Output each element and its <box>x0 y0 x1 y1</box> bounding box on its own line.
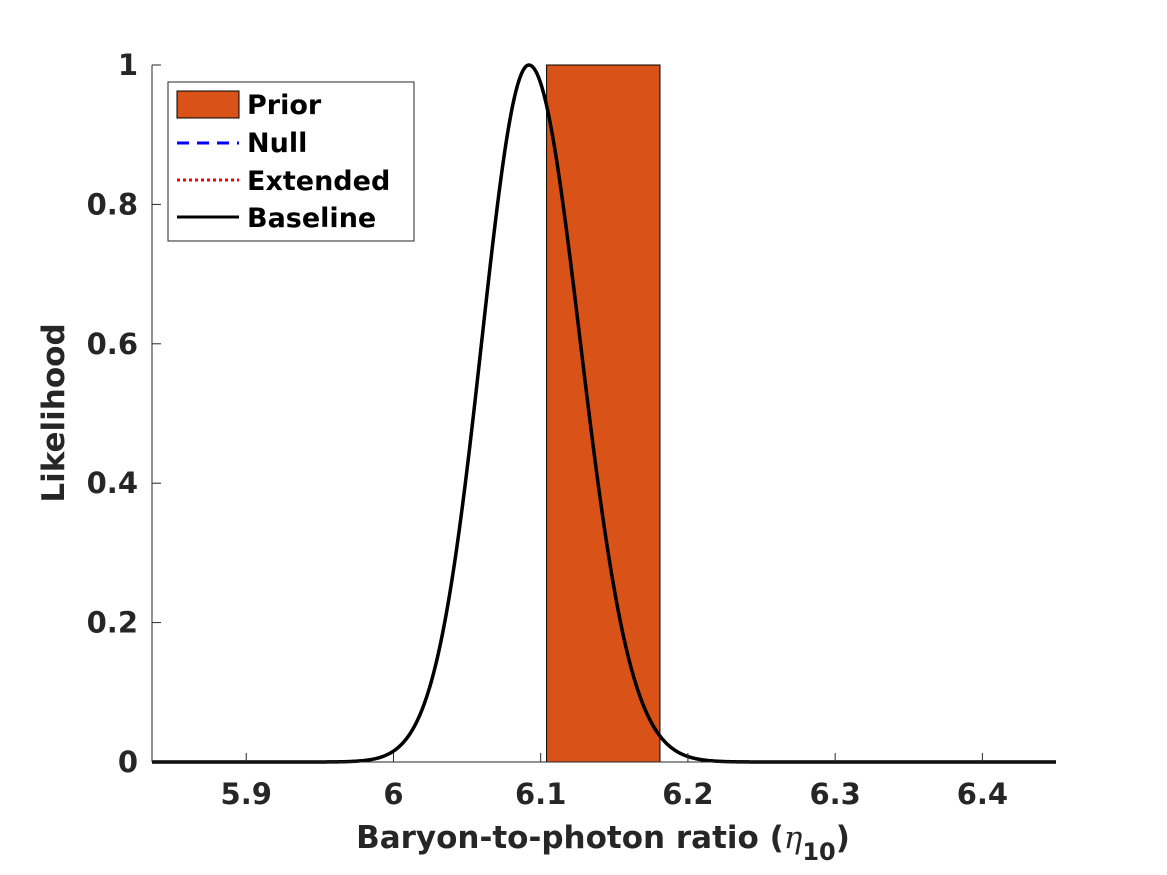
x-tick-label: 6.2 <box>662 777 713 811</box>
y-tick-label: 0 <box>118 745 138 779</box>
legend: Prior Null Extended Baseline <box>167 81 415 242</box>
ticks-layer: 5.9 6 6.1 6.2 6.3 6.4 0 0.2 0.4 0.6 0.8 1 <box>87 48 1008 811</box>
y-tick-label: 0.2 <box>87 606 138 640</box>
x-tick-label: 6 <box>383 777 403 811</box>
prior-bar <box>546 64 661 763</box>
x-tick-label: 6.4 <box>957 777 1008 811</box>
x-axis-title: Baryon-to-photon ratio (η10) <box>356 820 850 866</box>
legend-label-null: Null <box>247 128 307 159</box>
x-tick-label: 6.1 <box>515 777 566 811</box>
y-tick-label: 0.6 <box>87 327 138 361</box>
x-tick-label: 6.3 <box>809 777 860 811</box>
legend-label-baseline: Baseline <box>247 203 376 234</box>
x-axis-title-close: ) <box>836 820 850 856</box>
legend-swatch-prior <box>176 90 240 119</box>
x-axis-title-text: Baryon-to-photon ratio ( <box>356 820 784 856</box>
y-tick-label: 0.8 <box>87 187 138 221</box>
y-axis-title: Likelihood <box>36 323 72 502</box>
x-axis-title-subscript: 10 <box>802 838 835 866</box>
x-axis-title-symbol: η <box>784 820 803 856</box>
y-tick-label: 1 <box>118 48 138 82</box>
prior-band-layer <box>546 64 661 763</box>
x-tick-label: 5.9 <box>221 777 272 811</box>
axes-layer <box>151 65 1056 763</box>
legend-label-extended: Extended <box>247 166 390 197</box>
legend-label-prior: Prior <box>247 90 322 121</box>
y-tick-label: 0.4 <box>87 466 138 500</box>
